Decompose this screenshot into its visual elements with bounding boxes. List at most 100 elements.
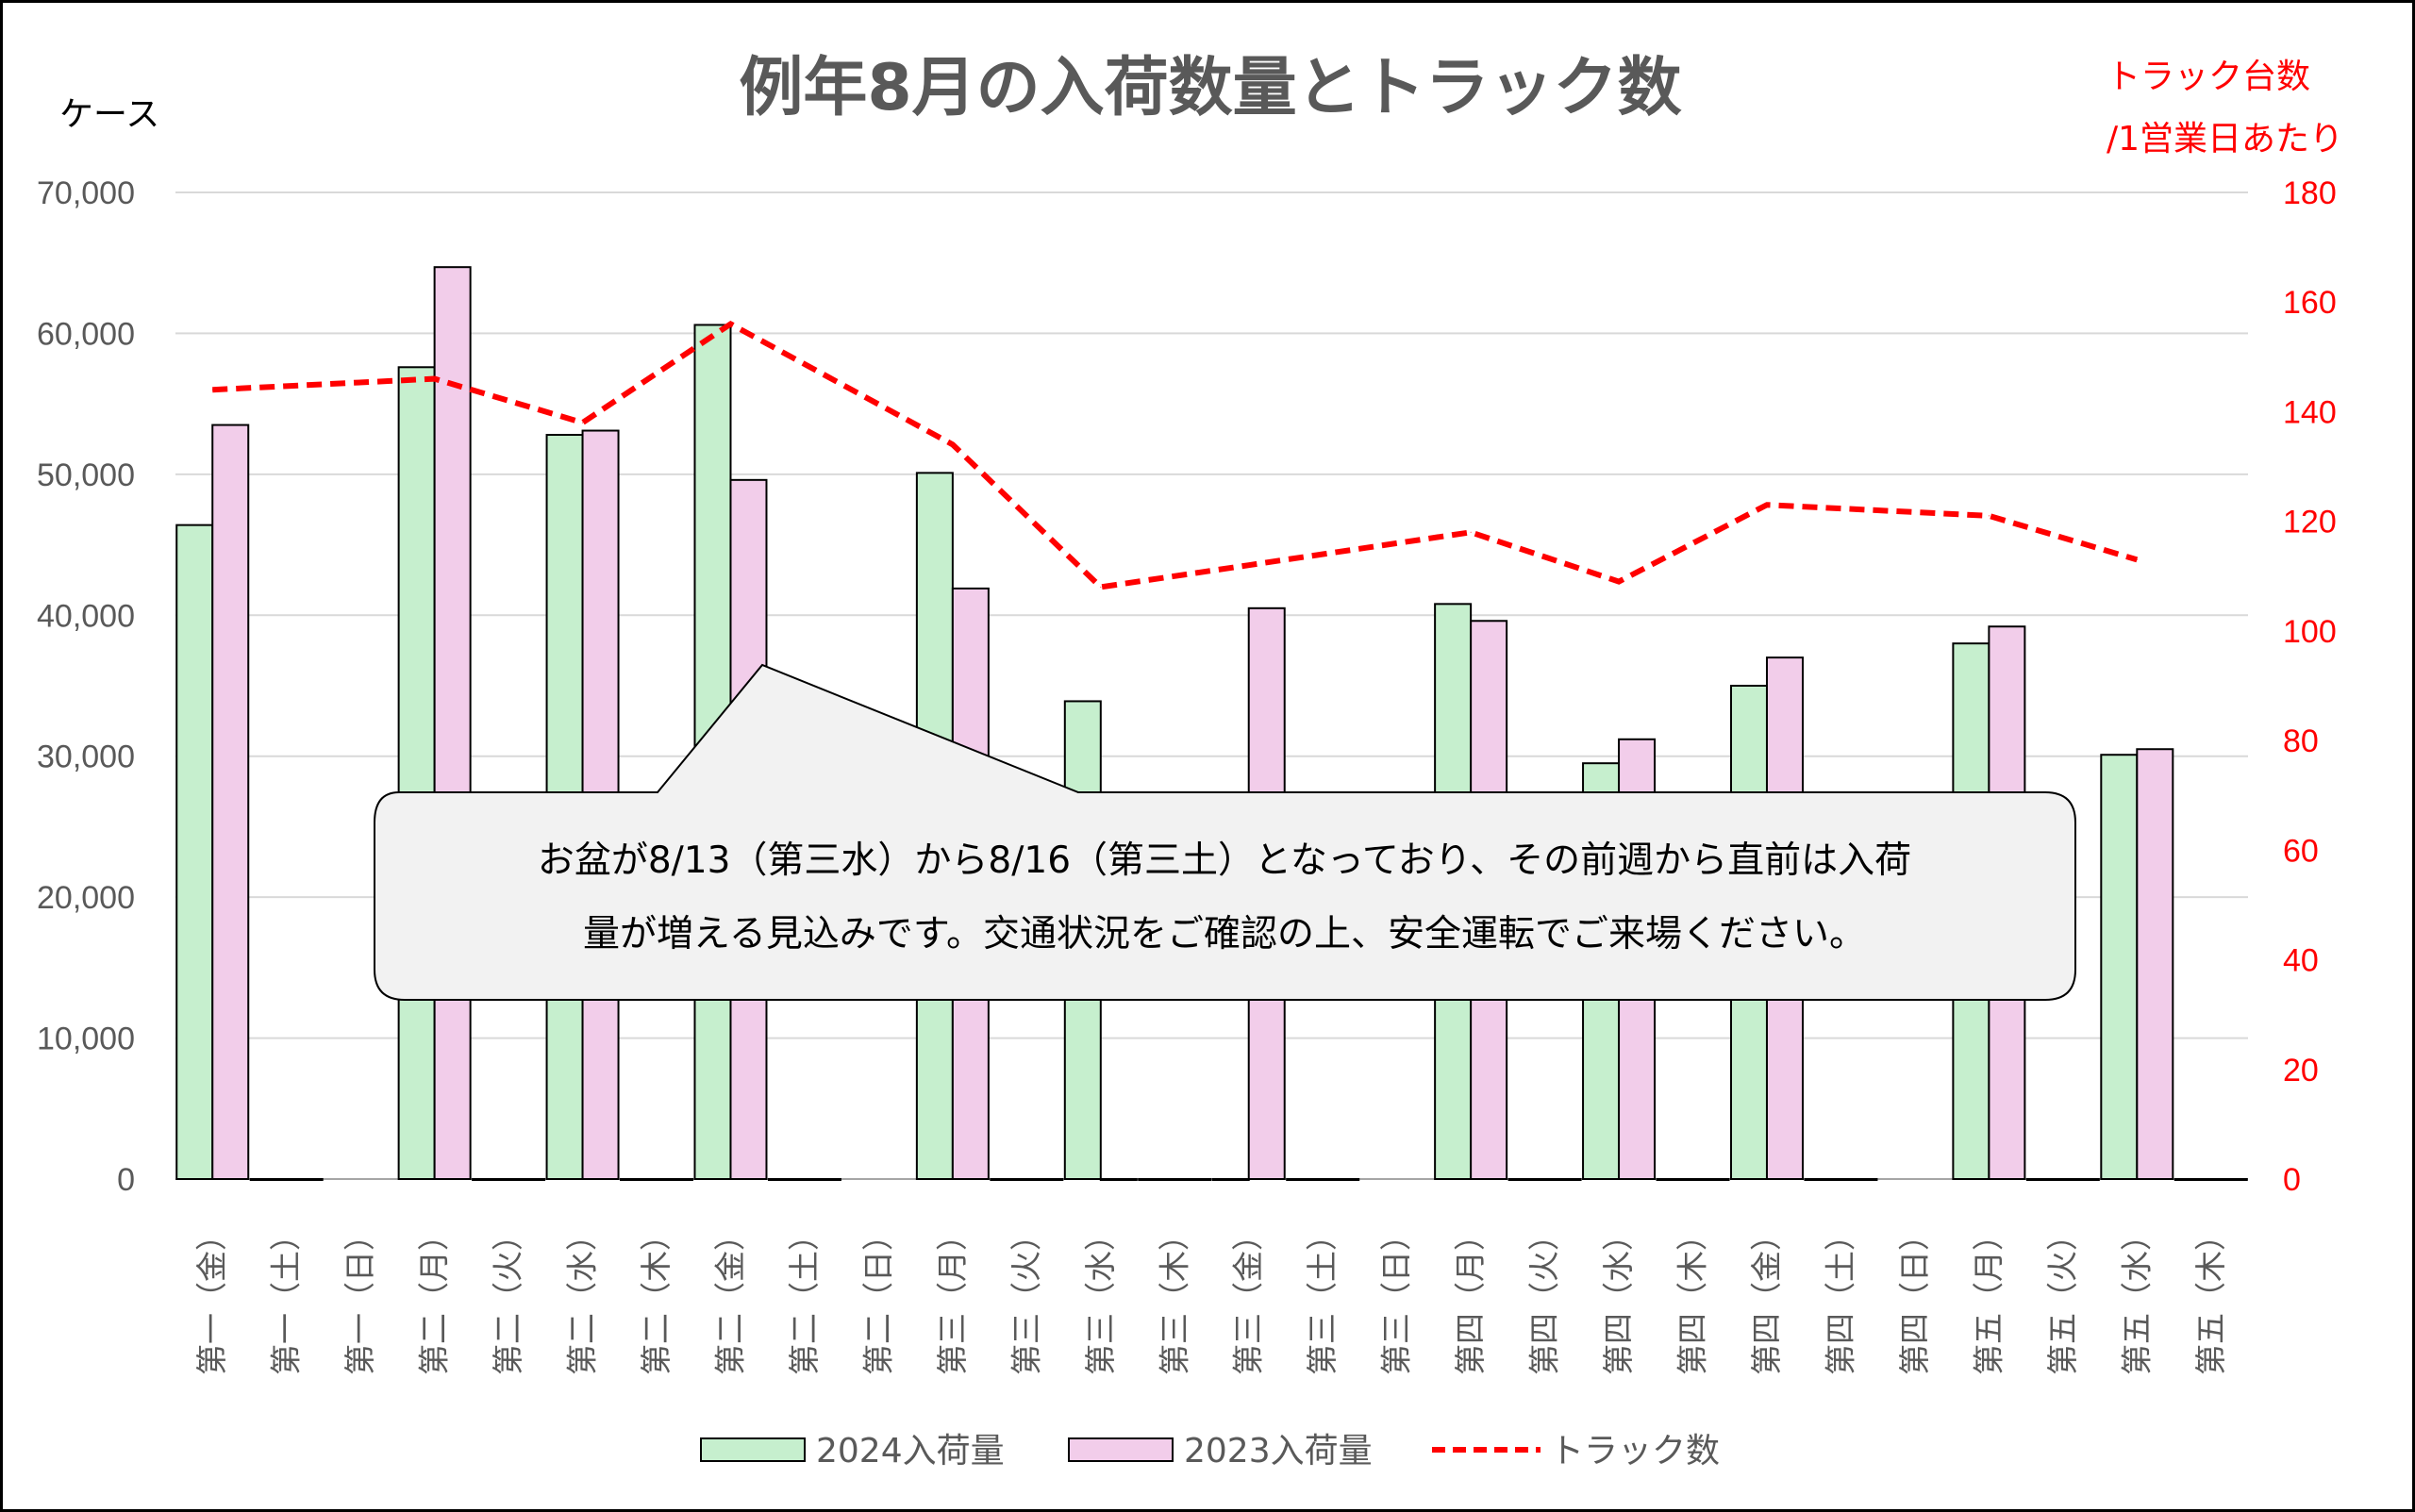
y-axis-left-label: ケース [59, 95, 159, 134]
bar-2024入荷量-4 [472, 1178, 510, 1181]
x-category-label: 第二（日） [859, 1220, 896, 1375]
y-axis-left-ticks: 70,000 60,000 50,000 40,000 30,000 20,000 10,0… [37, 175, 135, 1198]
x-category-label: 第二（木） [638, 1220, 675, 1375]
y-left-tick-label: 60,000 [37, 316, 135, 352]
callout-bubble [374, 663, 2076, 1001]
bar-2024入荷量-3 [397, 366, 436, 1180]
bar-2023入荷量-11 [1025, 1178, 1064, 1181]
legend-label-truck: トラック数 [1550, 1432, 1720, 1470]
truck-point-11 [2136, 558, 2138, 560]
x-category-label: 第三（木） [1156, 1220, 1192, 1375]
truck-line-path [212, 320, 2139, 590]
x-category-label: 第五（火） [2044, 1220, 2081, 1375]
x-category-label: 第一（土） [268, 1220, 305, 1375]
x-category-label: 第四（土） [1822, 1220, 1858, 1375]
x-category-label: 第三（日） [1378, 1220, 1415, 1375]
legend-label-2023: 2023入荷量 [1184, 1432, 1373, 1470]
truck-point-2 [582, 422, 584, 424]
y-right-tick-label: 100 [2283, 614, 2337, 650]
y-right-tick-label: 0 [2283, 1162, 2301, 1198]
x-axis-categories: 第一（金） 第一（土） 第一（日） 第二（月） 第二（火） 第二（水） 第二（木） 第二（金）… [193, 1220, 2229, 1375]
y-left-tick-label: 40,000 [37, 598, 135, 634]
bars [175, 266, 2248, 1181]
bar-2023入荷量-18 [1543, 1178, 1582, 1181]
bar-2023入荷量-22 [1840, 1178, 1878, 1181]
x-category-label: 第五（月） [1970, 1220, 2007, 1375]
callout-annotation: お盆が8/13（第三水）から8/16（第三土）となっており、その前週から直前は入… [374, 663, 2076, 1001]
truck-point-4 [952, 443, 954, 445]
x-category-label: 第二（金） [711, 1220, 748, 1375]
y-right-tick-label: 60 [2283, 833, 2319, 869]
bar-2024入荷量-20 [1656, 1178, 1694, 1181]
y-right-tick-label: 40 [2283, 943, 2319, 979]
x-category-label: 第一（日） [341, 1220, 378, 1375]
bar-2023入荷量-6 [656, 1178, 694, 1181]
chart-svg: 例年8月の入荷数量とトラック数 ケース トラック台数 /1営業日あたり 70,0… [37, 51, 2343, 1470]
legend-label-2024: 2024入荷量 [816, 1432, 1005, 1470]
truck-point-6 [1248, 564, 1250, 566]
bar-2023入荷量-8 [803, 1178, 841, 1181]
bar-2023入荷量-3 [433, 266, 472, 1180]
x-category-label: 第五（木） [2192, 1220, 2229, 1375]
truck-point-1 [434, 378, 436, 380]
x-category-label: 第四（月） [1452, 1220, 1489, 1375]
y-left-tick-label: 20,000 [37, 880, 135, 916]
y-axis-right-ticks: 180 160 140 120 100 80 60 40 20 0 [2283, 175, 2337, 1198]
bar-2024入荷量-26 [2100, 754, 2139, 1180]
x-category-label: 第三（月） [934, 1220, 971, 1375]
x-category-label: 第一（金） [193, 1220, 230, 1375]
gridlines [175, 191, 2248, 1180]
y-left-tick-label: 50,000 [37, 457, 135, 493]
x-category-label: 第三（土） [1304, 1220, 1341, 1375]
truck-point-10 [1988, 515, 1990, 517]
x-category-label: 第二（水） [564, 1220, 601, 1375]
y-right-tick-label: 180 [2283, 175, 2337, 211]
bar-2024入荷量-15 [1286, 1178, 1324, 1181]
legend-swatch-2024 [700, 1437, 806, 1462]
y-left-tick-label: 10,000 [37, 1022, 135, 1057]
callout-line-2: 量が増える見込みです。交通状況をご確認の上、安全運転でご来場ください。 [583, 913, 1866, 955]
x-category-label: 第三（金） [1230, 1220, 1267, 1375]
bar-2024入荷量-11 [990, 1178, 1028, 1181]
bar-2023入荷量-13 [1174, 1178, 1212, 1181]
bar-2024入荷量-13 [1138, 1178, 1176, 1181]
bar-2023入荷量-12 [1099, 1178, 1138, 1181]
bar-2024入荷量-14 [1211, 1178, 1250, 1181]
y-left-tick-label: 0 [117, 1162, 135, 1198]
x-category-label: 第五（水） [2118, 1220, 2155, 1375]
truck-point-5 [1100, 586, 1102, 588]
bar-2024入荷量-1 [249, 1178, 288, 1181]
bar-2023入荷量-27 [2209, 1178, 2248, 1181]
bar-2023入荷量-20 [1691, 1178, 1730, 1181]
bar-2024入荷量-6 [620, 1178, 658, 1181]
bar-2024入荷量-18 [1507, 1178, 1546, 1181]
truck-point-9 [1766, 504, 1768, 506]
x-category-label: 第四（木） [1674, 1220, 1711, 1375]
truck-point-7 [1470, 531, 1472, 533]
x-category-label: 第二（月） [416, 1220, 453, 1375]
y-right-tick-label: 80 [2283, 723, 2319, 759]
bar-2023入荷量-4 [508, 1178, 546, 1181]
callout-line-1: お盆が8/13（第三水）から8/16（第三土）となっており、その前週から直前は入… [538, 839, 1911, 882]
y-left-tick-label: 30,000 [37, 739, 135, 775]
truck-point-8 [1618, 581, 1620, 583]
chart-title: 例年8月の入荷数量とトラック数 [739, 51, 1681, 125]
bar-2023入荷量-0 [211, 424, 250, 1180]
x-category-label: 第二（土） [786, 1220, 823, 1375]
x-category-label: 第三（水） [1082, 1220, 1119, 1375]
bar-2023入荷量-15 [1322, 1178, 1360, 1181]
legend: 2024入荷量 2023入荷量 トラック数 [700, 1432, 1720, 1470]
bar-2024入荷量-27 [2174, 1178, 2212, 1181]
bar-2024入荷量-22 [1804, 1178, 1842, 1181]
y-right-tick-label: 160 [2283, 285, 2337, 321]
bar-2023入荷量-26 [2136, 748, 2174, 1180]
x-category-label: 第四（金） [1748, 1220, 1785, 1375]
x-category-label: 第三（火） [1008, 1220, 1044, 1375]
y-left-tick-label: 70,000 [37, 175, 135, 211]
x-category-label: 第四（日） [1896, 1220, 1933, 1375]
y-axis-right-label-line1: トラック台数 [2107, 58, 2310, 96]
x-category-label: 第二（火） [490, 1220, 526, 1375]
y-right-tick-label: 140 [2283, 394, 2337, 430]
bar-2023入荷量-1 [285, 1178, 324, 1181]
